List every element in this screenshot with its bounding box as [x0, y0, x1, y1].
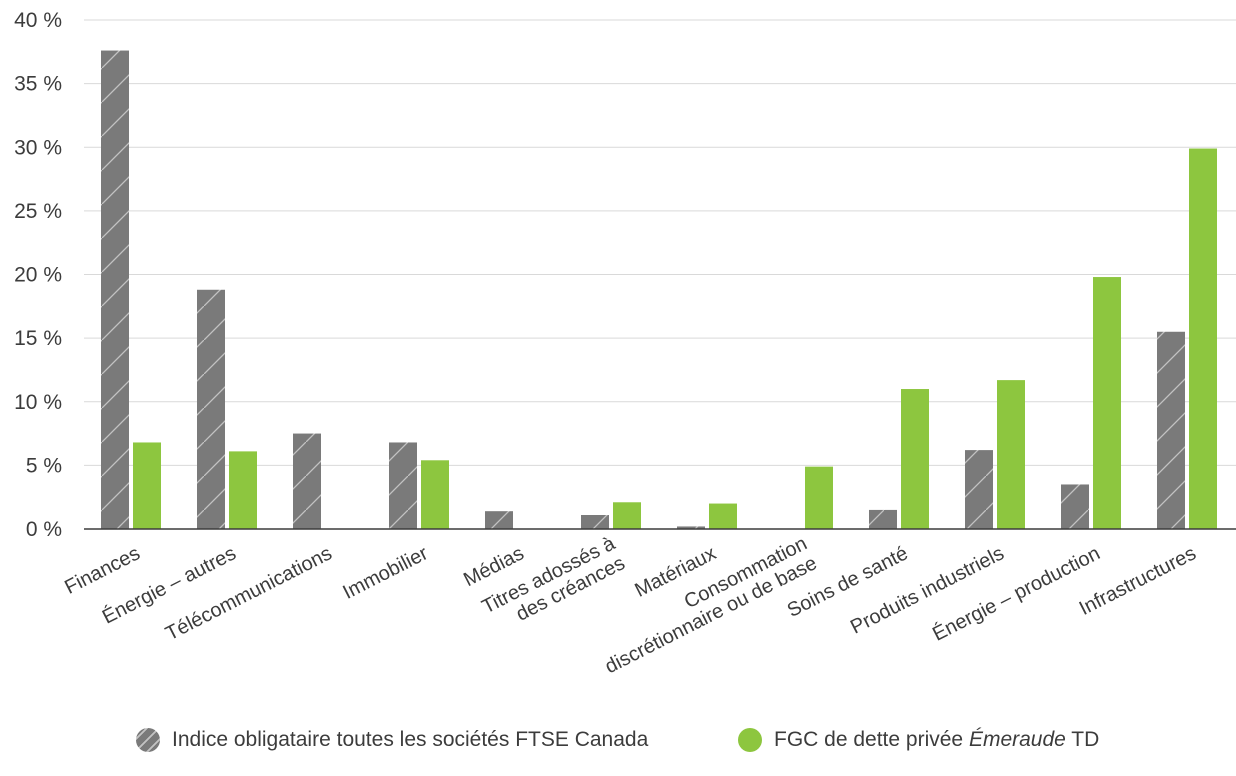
bar-fund [613, 502, 641, 529]
x-tick-label: Télécommunications [162, 542, 335, 645]
x-tick-label-line: Immobilier [339, 542, 431, 604]
x-tick-label: Finances [61, 542, 143, 598]
y-tick-label: 20 % [14, 264, 62, 287]
bar-fund [805, 466, 833, 529]
bar-index [1157, 331, 1185, 529]
bar-index [1061, 484, 1089, 529]
bar-index [869, 509, 897, 529]
x-tick-label: Immobilier [339, 542, 431, 604]
legend: Indice obligataire toutes les sociétés F… [0, 720, 1236, 776]
bar-fund [1189, 148, 1217, 529]
bar-fund [133, 442, 161, 529]
x-tick-label-line: discrétionnaire ou de base [602, 552, 821, 678]
bar-index [293, 433, 321, 529]
legend-label-fund-italic: Émeraude [968, 728, 1066, 751]
bar-index [677, 526, 705, 529]
x-tick-label-line: Télécommunications [162, 542, 335, 645]
y-tick-label: 40 % [14, 9, 62, 32]
x-tick-label-line: Finances [61, 542, 143, 598]
legend-swatch-green-icon [738, 728, 762, 752]
bar-index [485, 511, 513, 529]
y-tick-label: 30 % [14, 136, 62, 159]
legend-swatch-gray-icon [136, 728, 160, 752]
legend-label-index: Indice obligataire toutes les sociétés F… [172, 728, 649, 751]
y-tick-label: 35 % [14, 73, 62, 96]
bar-index [581, 515, 609, 529]
legend-label-fund: FGC de dette privée Émeraude TD [774, 728, 1099, 752]
bar-fund [1093, 277, 1121, 529]
chart-svg: 0 % 5 % 10 % 15 % 20 % 25 % 30 % 35 % 40 % Financ… [14, 9, 1236, 678]
bar-index [965, 450, 993, 529]
y-tick-label: 0 % [26, 518, 62, 541]
y-tick-label: 5 % [26, 454, 62, 477]
legend-label-fund-suffix: TD [1065, 728, 1100, 751]
bar-fund [421, 460, 449, 529]
y-tick-label: 25 % [14, 200, 62, 223]
x-tick-label: Titres adossés àdes créances [479, 532, 630, 638]
legend-item-index: Indice obligataire toutes les sociétés F… [136, 720, 648, 760]
legend-item-fund: FGC de dette privée Émeraude TD [738, 720, 1099, 760]
bar-fund [997, 380, 1025, 529]
bar-fund [709, 503, 737, 529]
x-tick-label: Énergie – production [929, 541, 1104, 645]
bar-index [197, 289, 225, 529]
bar-fund [229, 451, 257, 529]
y-tick-label: 15 % [14, 327, 62, 350]
bar-index [389, 442, 417, 529]
y-tick-label: 10 % [14, 391, 62, 414]
legend-label-fund-prefix: FGC de dette privée [774, 728, 969, 751]
bar-index [101, 50, 129, 529]
bar-fund [901, 389, 929, 529]
x-tick-label-line: Énergie – production [929, 541, 1104, 645]
